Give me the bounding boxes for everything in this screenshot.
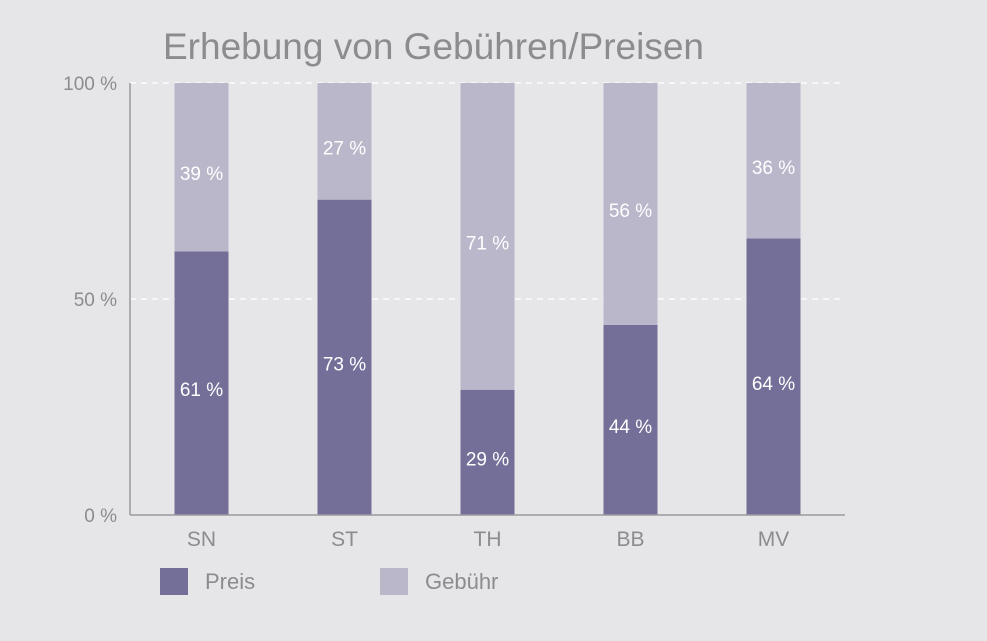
bar-preis-sn bbox=[174, 251, 229, 516]
bar-preis-bb bbox=[603, 324, 658, 515]
bar-gebhr-sn bbox=[174, 83, 229, 252]
x-category-label: MV bbox=[758, 528, 790, 551]
bar-gebhr-th bbox=[460, 83, 515, 390]
legend-label: Preis bbox=[205, 569, 255, 594]
y-tick-label: 0 % bbox=[84, 506, 117, 527]
data-label: 36 % bbox=[752, 158, 795, 179]
legend-swatch bbox=[380, 568, 408, 595]
x-category-label: ST bbox=[331, 528, 358, 551]
y-tick-label: 100 % bbox=[63, 74, 117, 95]
bar-gebhr-mv bbox=[746, 83, 801, 239]
bar-gebhr-bb bbox=[603, 83, 658, 325]
data-label: 44 % bbox=[609, 417, 652, 438]
data-label: 71 % bbox=[466, 233, 509, 254]
data-label: 73 % bbox=[323, 354, 366, 375]
bar-preis-st bbox=[317, 199, 372, 515]
bar-preis-mv bbox=[746, 238, 801, 515]
x-category-label: TH bbox=[474, 528, 502, 551]
data-label: 39 % bbox=[180, 164, 223, 185]
data-label: 29 % bbox=[466, 449, 509, 470]
legend-label: Gebühr bbox=[425, 569, 498, 594]
x-category-label: BB bbox=[616, 528, 644, 551]
bar-gebhr-st bbox=[317, 83, 372, 200]
chart-title: Erhebung von Gebühren/Preisen bbox=[163, 26, 704, 67]
y-tick-label: 50 % bbox=[74, 290, 117, 311]
x-category-label: SN bbox=[187, 528, 216, 551]
data-label: 27 % bbox=[323, 138, 366, 159]
legend-swatch bbox=[160, 568, 188, 595]
bar-preis-th bbox=[460, 389, 515, 515]
data-label: 64 % bbox=[752, 374, 795, 395]
data-label: 56 % bbox=[609, 201, 652, 222]
data-label: 61 % bbox=[180, 380, 223, 401]
